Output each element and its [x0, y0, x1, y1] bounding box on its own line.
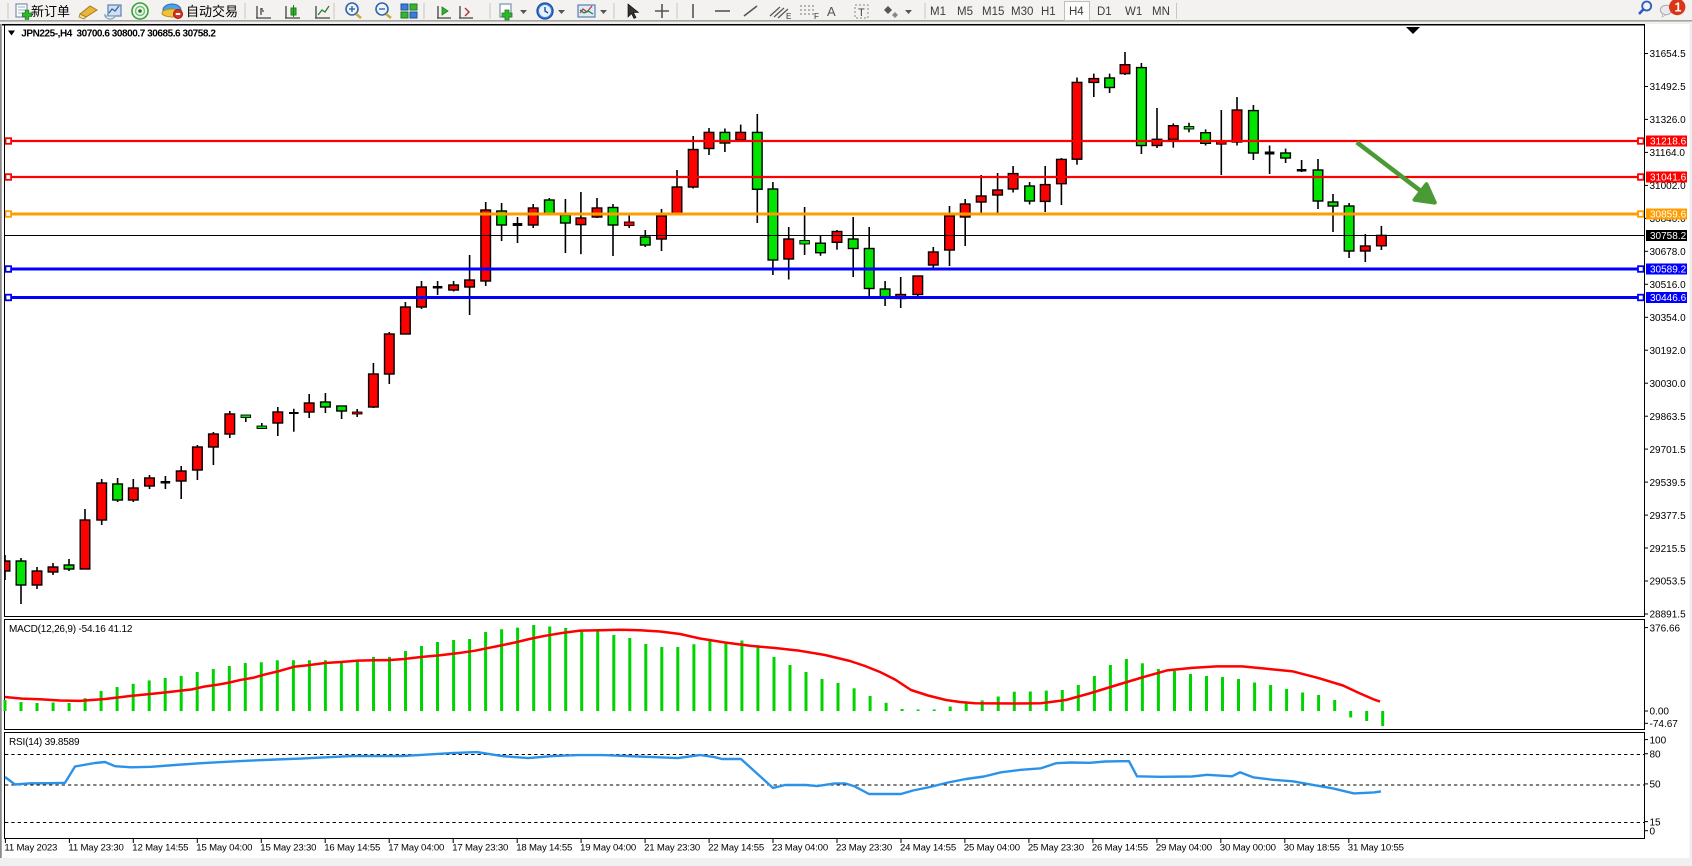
svg-text:30192.0: 30192.0 [1650, 346, 1687, 357]
svg-text:23 May 04:00: 23 May 04:00 [772, 843, 828, 854]
svg-text:0.00: 0.00 [1650, 707, 1670, 718]
svg-text:25 May 23:30: 25 May 23:30 [1028, 843, 1084, 854]
svg-text:30678.0: 30678.0 [1650, 247, 1687, 258]
svg-text:31041.6: 31041.6 [1650, 173, 1687, 184]
svg-text:30589.2: 30589.2 [1650, 265, 1687, 276]
svg-text:31218.6: 31218.6 [1650, 137, 1687, 148]
svg-text:30446.6: 30446.6 [1650, 293, 1687, 304]
svg-text:T: T [858, 7, 865, 19]
svg-text:30 May 18:55: 30 May 18:55 [1284, 843, 1340, 854]
svg-text:31326.0: 31326.0 [1650, 115, 1687, 126]
svg-text:JPN225-,H4 30700.6 30800.7 30: JPN225-,H4 30700.6 30800.7 30685.6 30758… [21, 28, 216, 39]
svg-text:M15: M15 [982, 6, 1004, 18]
svg-text:22 May 14:55: 22 May 14:55 [708, 843, 764, 854]
svg-text:29053.5: 29053.5 [1650, 577, 1687, 588]
svg-text:18 May 14:55: 18 May 14:55 [516, 843, 572, 854]
svg-text:30758.2: 30758.2 [1650, 231, 1687, 242]
svg-text:E: E [786, 12, 791, 21]
svg-text:30859.6: 30859.6 [1650, 210, 1687, 221]
svg-text:29215.5: 29215.5 [1650, 544, 1687, 555]
svg-text:12 May 14:55: 12 May 14:55 [132, 843, 188, 854]
svg-text:21 May 23:30: 21 May 23:30 [644, 843, 700, 854]
svg-text:MACD(12,26,9) -54.16 41.12: MACD(12,26,9) -54.16 41.12 [9, 624, 133, 635]
svg-text:29539.5: 29539.5 [1650, 478, 1687, 489]
svg-text:11 May 2023: 11 May 2023 [4, 843, 57, 854]
svg-text:31 May 10:55: 31 May 10:55 [1348, 843, 1404, 854]
svg-text:H1: H1 [1041, 6, 1056, 18]
svg-text:H4: H4 [1069, 6, 1084, 18]
svg-text:15 May 23:30: 15 May 23:30 [260, 843, 316, 854]
svg-text:M5: M5 [957, 6, 973, 18]
svg-text:W1: W1 [1125, 6, 1142, 18]
svg-text:28891.5: 28891.5 [1650, 610, 1687, 621]
svg-text:100: 100 [1650, 735, 1667, 746]
svg-text:0: 0 [1650, 826, 1656, 837]
svg-text:-74.67: -74.67 [1650, 719, 1679, 730]
svg-text:31164.0: 31164.0 [1650, 148, 1686, 159]
svg-text:11 May 23:30: 11 May 23:30 [68, 843, 123, 854]
svg-text:31654.5: 31654.5 [1650, 49, 1687, 60]
svg-text:30030.0: 30030.0 [1650, 379, 1687, 390]
svg-text:26 May 14:55: 26 May 14:55 [1092, 843, 1148, 854]
svg-text:F: F [814, 12, 819, 21]
svg-text:15 May 04:00: 15 May 04:00 [196, 843, 252, 854]
svg-text:17 May 04:00: 17 May 04:00 [388, 843, 444, 854]
svg-text:30354.0: 30354.0 [1650, 313, 1687, 324]
svg-text:23 May 23:30: 23 May 23:30 [836, 843, 892, 854]
svg-text:1: 1 [1675, 1, 1682, 15]
svg-text:19 May 04:00: 19 May 04:00 [580, 843, 636, 854]
svg-text:自动交易: 自动交易 [186, 4, 238, 19]
svg-text:29863.5: 29863.5 [1650, 412, 1687, 423]
svg-text:D1: D1 [1097, 6, 1112, 18]
svg-text:30516.0: 30516.0 [1650, 280, 1687, 291]
svg-text:24 May 14:55: 24 May 14:55 [900, 843, 956, 854]
svg-text:29377.5: 29377.5 [1650, 511, 1687, 522]
svg-text:A: A [827, 4, 836, 19]
svg-text:16 May 14:55: 16 May 14:55 [324, 843, 380, 854]
svg-text:25 May 04:00: 25 May 04:00 [964, 843, 1020, 854]
svg-text:80: 80 [1650, 749, 1662, 760]
svg-text:新订单: 新订单 [31, 4, 70, 19]
svg-text:M1: M1 [930, 6, 946, 18]
svg-text:29 May 04:00: 29 May 04:00 [1156, 843, 1212, 854]
svg-text:RSI(14) 39.8589: RSI(14) 39.8589 [9, 737, 80, 748]
svg-text:30 May 00:00: 30 May 00:00 [1220, 843, 1276, 854]
svg-text:MN: MN [1152, 6, 1170, 18]
svg-text:17 May 23:30: 17 May 23:30 [452, 843, 508, 854]
svg-text:M30: M30 [1011, 6, 1033, 18]
svg-text:50: 50 [1650, 780, 1662, 791]
svg-text:376.66: 376.66 [1650, 623, 1681, 634]
svg-text:29701.5: 29701.5 [1650, 445, 1687, 456]
svg-text:31492.5: 31492.5 [1650, 82, 1687, 93]
